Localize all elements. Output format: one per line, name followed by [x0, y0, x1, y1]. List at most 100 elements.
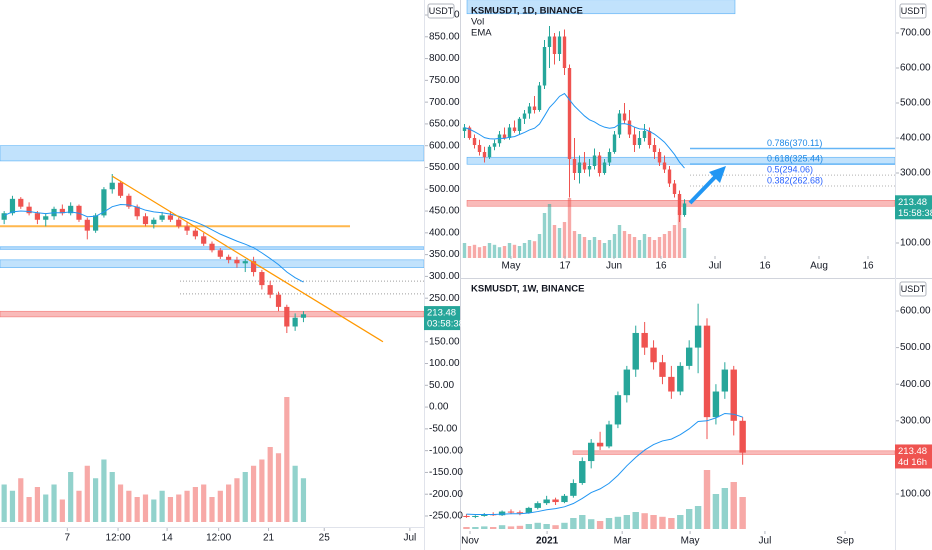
y-tick-label: 300.00 [900, 415, 931, 426]
candle-body [300, 314, 307, 318]
volume-bar [579, 515, 586, 529]
volume-bar [597, 240, 602, 258]
volume-bar [730, 482, 737, 529]
candle-body [517, 118, 522, 131]
x-tick-label: 2021 [536, 536, 559, 547]
volume-bar [562, 222, 567, 258]
plot-area [463, 303, 895, 529]
candle-body [481, 514, 488, 516]
volume-bar [525, 524, 533, 529]
unit-label: USDT [901, 284, 926, 294]
candle-body [522, 113, 527, 119]
candle-body [632, 332, 639, 370]
volume-bar [84, 465, 90, 522]
x-tick-label: 12:00 [206, 533, 231, 544]
candle-body [192, 230, 198, 237]
volume-bar [522, 243, 527, 258]
y-tick-label: 500.00 [429, 184, 460, 195]
chart-pane: 600.00500.00400.00300.00200.00100.00Nov2… [461, 281, 932, 547]
x-tick-label: Jul [709, 261, 722, 272]
candle-body [685, 347, 693, 366]
price-tag [895, 444, 932, 469]
candle-body [587, 442, 595, 462]
volume-bar [151, 499, 157, 522]
volume-bar [481, 526, 488, 529]
y-tick-label: 50.00 [429, 380, 454, 391]
volume-bar [637, 240, 642, 258]
volume-bar [68, 472, 74, 522]
countdown-label: 4d 16h [898, 457, 927, 468]
x-tick-label: May [502, 261, 521, 272]
candle-body [642, 131, 647, 138]
volume-bar [472, 244, 477, 258]
candle-body [650, 347, 657, 363]
trendline [111, 175, 384, 343]
candle-body [463, 515, 470, 517]
volume-bar [657, 237, 662, 258]
candle-body [622, 113, 627, 121]
candle-body [659, 362, 666, 377]
candle-body [242, 261, 248, 264]
candle-body [592, 155, 597, 166]
volume-bar [498, 525, 506, 529]
x-tick-label: Nov [461, 536, 479, 547]
candle-body [26, 206, 32, 214]
y-tick-label: 600.00 [429, 140, 460, 151]
price-tag [895, 195, 932, 220]
candle-body [703, 325, 711, 418]
y-tick-label: 700.00 [429, 97, 460, 108]
candle-body [534, 503, 541, 508]
x-tick-label: 12:00 [106, 533, 131, 544]
candle-body [184, 226, 190, 231]
candle-body [498, 511, 506, 516]
candle-body [572, 159, 577, 173]
volume-bar [93, 478, 99, 522]
candle-body [201, 236, 207, 244]
candle-body [9, 198, 16, 214]
price-tag [424, 306, 460, 331]
volume-bar [462, 243, 467, 258]
candle-body [167, 215, 174, 220]
candle-body [579, 461, 586, 484]
legend-entry: Vol [471, 17, 484, 28]
x-tick-label: Sep [836, 536, 854, 547]
candle-body [552, 499, 559, 503]
volume-bar [259, 459, 265, 522]
volume-bar [26, 497, 32, 522]
volume-bar [134, 497, 140, 522]
volume-bar [507, 526, 515, 529]
x-tick-label: 25 [319, 533, 331, 544]
volume-bar [275, 453, 282, 522]
y-tick-label: 250.00 [429, 293, 460, 304]
volume-bar [694, 506, 702, 529]
volume-bar [582, 237, 587, 258]
candle-body [176, 219, 182, 227]
candle-body [657, 152, 662, 163]
volume-bar [682, 228, 687, 258]
y-tick-label: 400.00 [429, 227, 460, 238]
volume-bar [217, 490, 223, 522]
volume-bar [9, 490, 16, 522]
y-tick-label: -100.00 [429, 445, 463, 456]
y-tick-label: 350.00 [429, 249, 460, 260]
volume-bar [192, 487, 198, 522]
candle-body [250, 261, 257, 273]
volume-bar [703, 470, 711, 529]
candle-body [217, 250, 223, 257]
candle-body [668, 376, 675, 392]
y-tick-label: 400.00 [900, 133, 931, 144]
y-tick-label: -150.00 [429, 467, 463, 478]
volume-bar [532, 241, 537, 258]
candle-body [677, 194, 682, 215]
volume-bar [587, 519, 595, 529]
candle-body [577, 162, 582, 173]
price-tag-label: 213.48 [898, 446, 927, 457]
fib-label: 0.786(370.11) [767, 138, 822, 148]
volume-bar [292, 465, 298, 522]
y-tick-label: 750.00 [429, 75, 460, 86]
zone [466, 0, 736, 15]
candle-body [647, 131, 652, 145]
arrow-head [709, 166, 726, 183]
